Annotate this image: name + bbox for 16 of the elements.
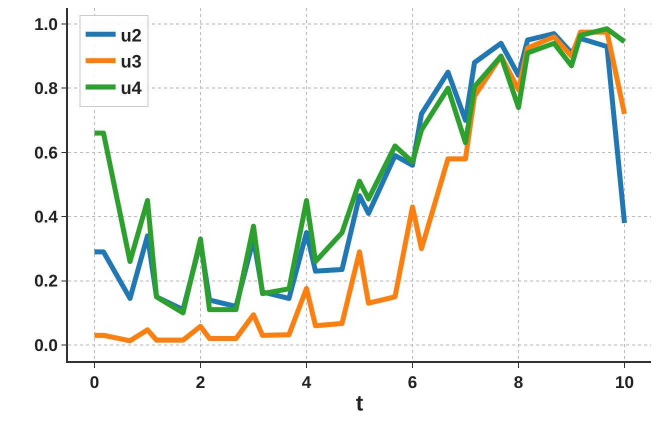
x-tick-label: 8 bbox=[514, 373, 524, 392]
y-tick-label: 0.6 bbox=[34, 143, 58, 162]
legend-label: u2 bbox=[120, 25, 142, 46]
y-tick-label: 1.0 bbox=[34, 15, 58, 34]
legend-label: u4 bbox=[120, 78, 142, 98]
x-tick-label: 6 bbox=[408, 373, 418, 392]
x-tick-label: 10 bbox=[615, 373, 634, 392]
x-axis-title: t bbox=[356, 390, 364, 416]
y-tick-label: 0.0 bbox=[34, 336, 58, 355]
x-tick-label: 2 bbox=[196, 373, 206, 392]
y-tick-label: 0.4 bbox=[34, 208, 58, 227]
legend-label: u3 bbox=[120, 52, 142, 72]
x-tick-label: 0 bbox=[90, 373, 100, 392]
y-tick-label: 0.8 bbox=[34, 79, 58, 98]
x-tick-label: 4 bbox=[302, 373, 312, 392]
y-tick-label: 0.2 bbox=[34, 272, 58, 291]
